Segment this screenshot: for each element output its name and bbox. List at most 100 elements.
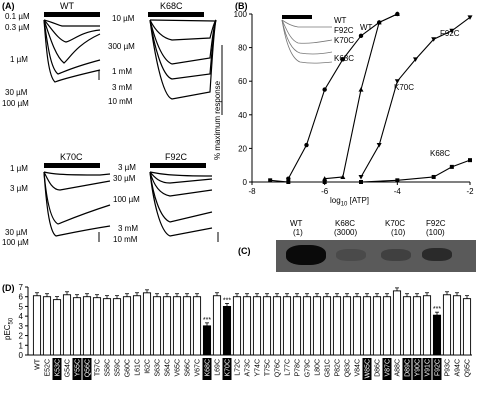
bar-s59c (112, 298, 122, 356)
legend-label: F92C (334, 26, 354, 35)
bar-s64c (162, 296, 172, 356)
category-label: G79C (305, 359, 312, 377)
western-blot (276, 240, 476, 272)
bar-v84c (352, 296, 362, 356)
category-label: L77C (285, 359, 292, 376)
xlabel-main: log (330, 196, 341, 205)
data-point-k68c (268, 178, 273, 183)
bar-s66c (182, 296, 192, 356)
data-point-k68c (468, 158, 472, 163)
x-tick-label: -8 (248, 187, 256, 196)
y-tick-label: 3 (19, 322, 24, 331)
conc-label: 3 µM (118, 163, 136, 172)
category-highlight (432, 358, 442, 380)
trace-wt (43, 12, 101, 83)
data-point-k70c (322, 176, 328, 181)
inset-trace (281, 19, 333, 55)
category-label: V67C (195, 359, 202, 377)
y-tick-label: 40 (238, 111, 247, 120)
y-tick-label: 5 (19, 302, 24, 311)
conc-label: 10 mM (113, 235, 138, 244)
y-tick-label: 1 (19, 341, 24, 350)
data-point-wt (358, 33, 364, 39)
category-label: A88C (395, 359, 402, 377)
panel-a-traces (43, 12, 223, 242)
bar-t57c (92, 297, 102, 356)
category-label: V91C (425, 359, 432, 377)
lane-note: (1) (293, 228, 303, 237)
legend-label: K70C (334, 36, 354, 45)
y-tick-label: 2 (19, 332, 24, 341)
y-tick-label: 4 (19, 312, 24, 321)
data-point-k68c (449, 164, 454, 169)
inset-trace (281, 19, 332, 28)
bar-d86c (372, 296, 382, 356)
lane-label: K68C (335, 219, 356, 228)
data-point-k68c (359, 180, 363, 184)
bar-v91c (422, 295, 432, 356)
inset-agonist-bar (282, 15, 312, 19)
xlabel-rest: [ATP] (347, 196, 370, 205)
data-point-k68c (322, 180, 327, 184)
ylabel-sub: 50 (8, 317, 15, 325)
conc-label: 30 µM (5, 88, 28, 97)
legend-label: WT (334, 16, 347, 25)
category-label: Q95C (465, 359, 472, 377)
xlabel-sub: 10 (340, 201, 348, 208)
bar-v65c (172, 296, 182, 356)
category-highlight (362, 358, 372, 380)
curve-label-f92c: F92C (440, 29, 460, 38)
x-tick-label: -4 (394, 187, 402, 196)
trace-title-f92c: F92C (165, 152, 188, 162)
y-tick-label: 20 (238, 144, 247, 153)
panel-d-letter: (D) (2, 283, 15, 293)
significance-marker: *** (433, 306, 441, 313)
category-highlight (382, 358, 392, 380)
data-point-f92c (394, 79, 400, 84)
data-point-wt (340, 57, 346, 62)
panel-b-letter: (B) (235, 1, 248, 11)
category-label: K70C (225, 359, 232, 377)
y-tick-label: 60 (238, 77, 247, 86)
bar-k53c (52, 299, 62, 356)
category-label: Q76C (275, 359, 282, 377)
category-label: D89C (405, 359, 412, 377)
category-label: K68C (205, 359, 212, 377)
bar-q56c (82, 296, 92, 356)
category-highlight (412, 358, 422, 380)
data-point-f92c (449, 28, 455, 34)
data-point-f92c (467, 15, 473, 20)
data-point-k68c (431, 174, 436, 179)
conc-label: 3 µM (10, 184, 28, 193)
bar-g79c (302, 296, 312, 356)
bar-q95c (462, 298, 472, 356)
panel-c-letter: (C) (238, 246, 251, 256)
conc-label: 0.1 µM (5, 12, 30, 21)
trace-title-k68c: K68C (160, 1, 183, 11)
significance-marker: *** (203, 317, 211, 324)
category-label: P93C (445, 359, 452, 377)
category-label: P78C (295, 359, 302, 377)
category-label: Q83C (345, 359, 352, 377)
ylabel-main: pEC (3, 324, 12, 340)
bar-y90c (412, 296, 422, 356)
y-tick-label: 0 (19, 351, 24, 360)
data-point-k70c (340, 174, 346, 179)
data-point-k70c (394, 11, 400, 16)
category-label: T75C (265, 359, 272, 376)
bar-l77c (282, 296, 292, 356)
x-tick-label: -2 (466, 187, 474, 196)
category-label: A94C (455, 359, 462, 377)
category-highlight (72, 358, 82, 380)
category-label: V84C (355, 359, 362, 377)
category-label: D86C (375, 359, 382, 377)
bar-g60c (122, 296, 132, 356)
category-highlight (52, 358, 62, 380)
category-label: G54C (65, 359, 72, 377)
category-label: F92C (435, 359, 442, 376)
y-tick-label: 80 (238, 44, 247, 53)
bar-g81c (322, 296, 332, 356)
y-tick-label: 6 (19, 293, 24, 302)
